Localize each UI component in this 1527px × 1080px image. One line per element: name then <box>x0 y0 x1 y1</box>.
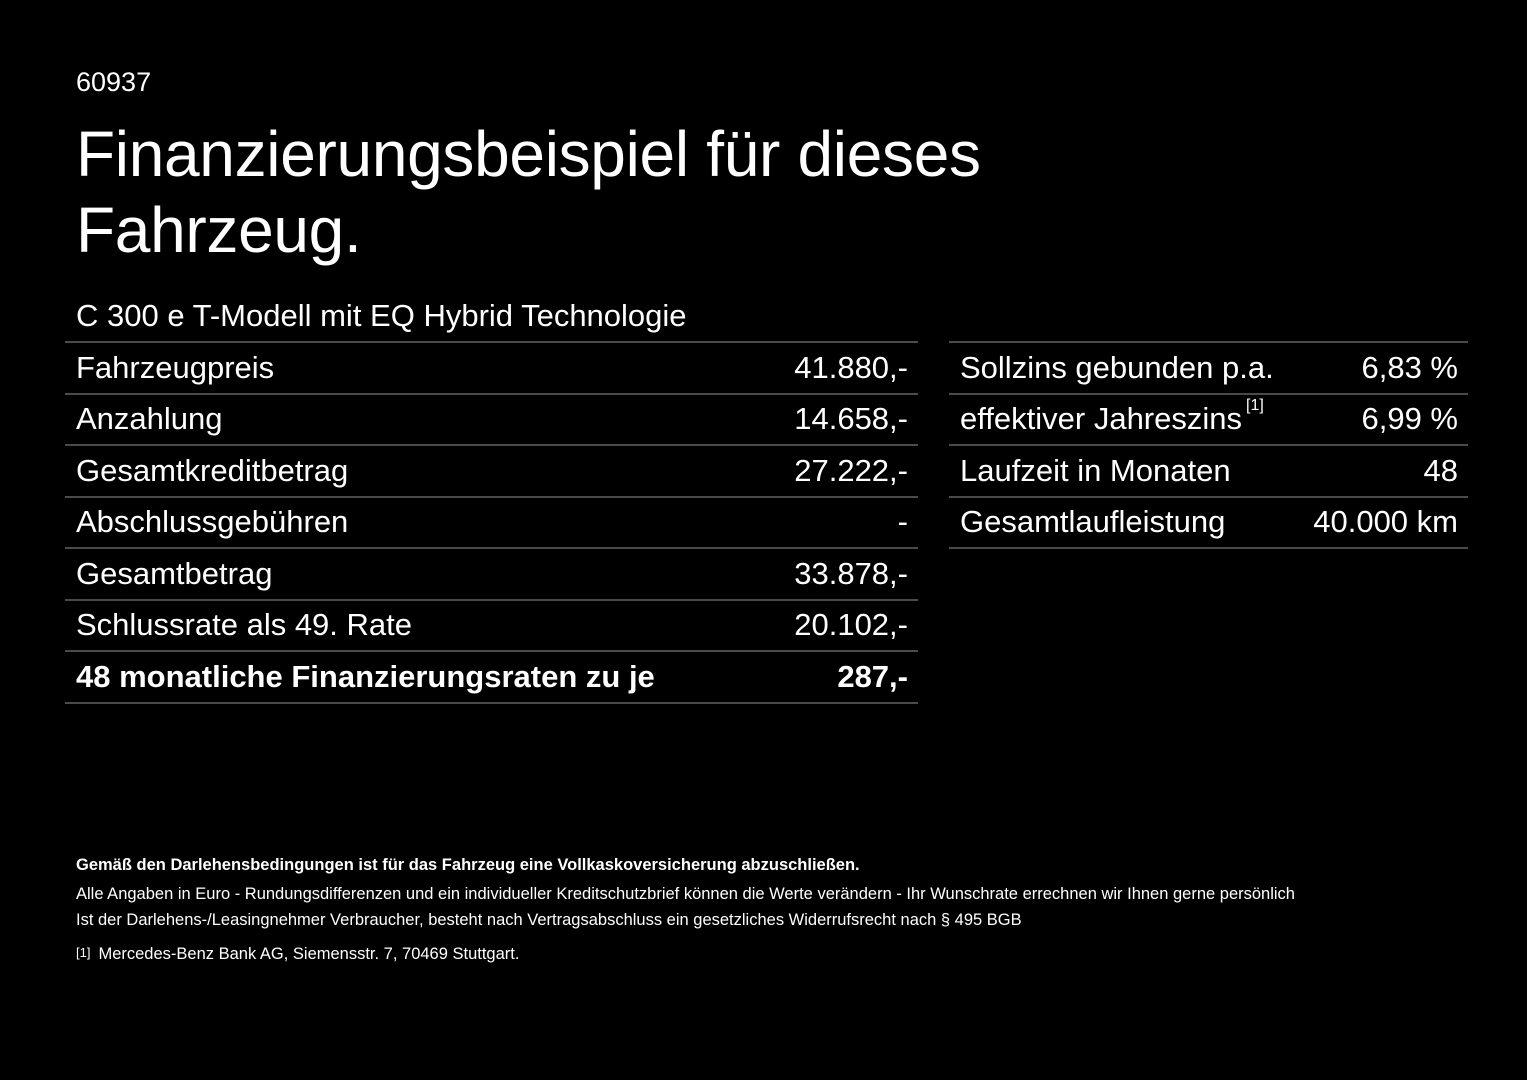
footnote-reference: [1] <box>1246 397 1264 415</box>
table-row: Gesamtbetrag 33.878,- <box>65 549 918 601</box>
row-value: 6,99 % <box>1361 401 1458 437</box>
table-row: effektiver Jahreszins [1] 6,99 % <box>949 395 1468 446</box>
row-label: Anzahlung <box>76 401 223 437</box>
table-row: Sollzins gebunden p.a. 6,83 % <box>949 343 1468 395</box>
row-label: Laufzeit in Monaten <box>960 452 1231 488</box>
row-label: 48 monatliche Finanzierungsraten zu je <box>76 658 655 694</box>
row-label: Gesamtkreditbetrag <box>76 452 349 488</box>
row-label: Sollzins gebunden p.a. <box>960 349 1274 385</box>
disclaimer-line: Alle Angaben in Euro - Rundungsdifferenz… <box>76 885 1295 903</box>
row-value: 14.658,- <box>794 401 908 437</box>
table-row: Abschlussgebühren - <box>65 498 918 549</box>
table-row: Schlussrate als 49. Rate 20.102,- <box>65 601 918 652</box>
row-value: 6,83 % <box>1361 349 1458 385</box>
row-value: 48 <box>1423 452 1458 488</box>
table-row: Fahrzeugpreis 41.880,- <box>65 343 918 395</box>
table-row: Gesamtkreditbetrag 27.222,- <box>65 446 918 498</box>
row-label: Abschlussgebühren <box>76 504 349 540</box>
row-value: 287,- <box>837 658 908 694</box>
row-value: 20.102,- <box>794 607 908 643</box>
insurance-note: Gemäß den Darlehensbedingungen ist für d… <box>76 856 860 874</box>
legal-notes: Gemäß den Darlehensbedingungen ist für d… <box>76 852 1476 968</box>
row-value: - <box>897 504 908 540</box>
row-value: 27.222,- <box>794 452 908 488</box>
row-value: 40.000 km <box>1313 504 1458 540</box>
row-label: Schlussrate als 49. Rate <box>76 607 413 643</box>
table-row: Gesamtlaufleistung 40.000 km <box>949 498 1468 549</box>
table-row: Laufzeit in Monaten 48 <box>949 446 1468 498</box>
footnote-mark: [1] <box>76 945 91 960</box>
financing-table: Fahrzeugpreis 41.880,- Anzahlung 14.658,… <box>65 341 918 704</box>
row-value: 33.878,- <box>794 555 908 591</box>
table-row: Anzahlung 14.658,- <box>65 395 918 446</box>
withdrawal-note: Ist der Darlehens-/Leasingnehmer Verbrau… <box>76 911 1022 929</box>
row-label-with-footnote: effektiver Jahreszins [1] <box>960 397 1264 437</box>
interest-table: Sollzins gebunden p.a. 6,83 % effektiver… <box>949 341 1468 549</box>
row-label: Fahrzeugpreis <box>76 349 275 385</box>
row-value: 41.880,- <box>794 349 908 385</box>
offer-code: 60937 <box>76 67 152 97</box>
page-title: Finanzierungsbeispiel für dieses Fahrzeu… <box>76 118 981 266</box>
row-label: Gesamtlaufleistung <box>960 504 1226 540</box>
model-name: C 300 e T-Modell mit EQ Hybrid Technolog… <box>76 298 687 333</box>
footnote: [1] Mercedes-Benz Bank AG, Siemensstr. 7… <box>76 941 1476 968</box>
monthly-rate-row: 48 monatliche Finanzierungsraten zu je 2… <box>65 652 918 704</box>
row-label: Gesamtbetrag <box>76 555 273 591</box>
footnote-text: Mercedes-Benz Bank AG, Siemensstr. 7, 70… <box>98 945 520 963</box>
row-label: effektiver Jahreszins <box>960 401 1242 437</box>
